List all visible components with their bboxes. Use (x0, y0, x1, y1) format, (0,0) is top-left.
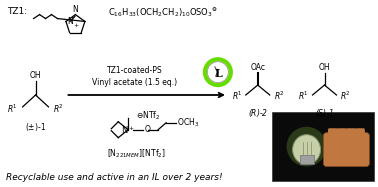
Text: OAc: OAc (250, 63, 265, 72)
Text: Vinyl acetate (1.5 eq.): Vinyl acetate (1.5 eq.) (92, 78, 177, 87)
Text: +: + (74, 23, 79, 28)
Text: L: L (215, 68, 223, 79)
Text: R$^1$: R$^1$ (8, 103, 18, 115)
Text: R$^1$: R$^1$ (298, 90, 308, 102)
Text: ($S$)-1: ($S$)-1 (315, 107, 334, 119)
Text: R$^2$: R$^2$ (54, 103, 64, 115)
Text: ($R$)-2: ($R$)-2 (248, 107, 268, 119)
Text: N: N (67, 17, 73, 26)
FancyBboxPatch shape (346, 128, 356, 146)
Text: R$^2$: R$^2$ (274, 90, 284, 102)
Text: [N$_{221MEM}$][NTf$_2$]: [N$_{221MEM}$][NTf$_2$] (107, 148, 166, 160)
Text: C$_{16}$H$_{33}$(OCH$_2$CH$_2$)$_{10}$OSO$_3$$^{\mathbf{\ominus}}$: C$_{16}$H$_{33}$(OCH$_2$CH$_2$)$_{10}$OS… (108, 7, 218, 20)
Text: TZ1-coated-PS: TZ1-coated-PS (107, 66, 163, 75)
Text: TZ1:: TZ1: (7, 7, 27, 16)
FancyBboxPatch shape (355, 128, 365, 146)
Text: ($\pm$)-1: ($\pm$)-1 (25, 121, 46, 133)
Text: Recyclable use and active in an IL over 2 years!: Recyclable use and active in an IL over … (6, 173, 222, 182)
Bar (300, 154, 313, 165)
Text: OH: OH (319, 63, 330, 72)
Text: $\ominus$NTf$_2$: $\ominus$NTf$_2$ (136, 110, 161, 122)
FancyBboxPatch shape (328, 128, 338, 146)
Text: O: O (144, 125, 150, 134)
Circle shape (208, 62, 228, 83)
Text: OH: OH (30, 71, 41, 80)
Text: N: N (73, 5, 78, 14)
Text: R$^1$: R$^1$ (232, 90, 242, 102)
Ellipse shape (293, 135, 321, 165)
FancyBboxPatch shape (337, 128, 347, 146)
Text: OCH$_3$: OCH$_3$ (177, 117, 199, 129)
Circle shape (287, 127, 327, 166)
Bar (272, 112, 374, 181)
Text: R$^2$: R$^2$ (341, 90, 351, 102)
FancyBboxPatch shape (324, 133, 369, 166)
Text: N$^+$: N$^+$ (121, 124, 135, 136)
